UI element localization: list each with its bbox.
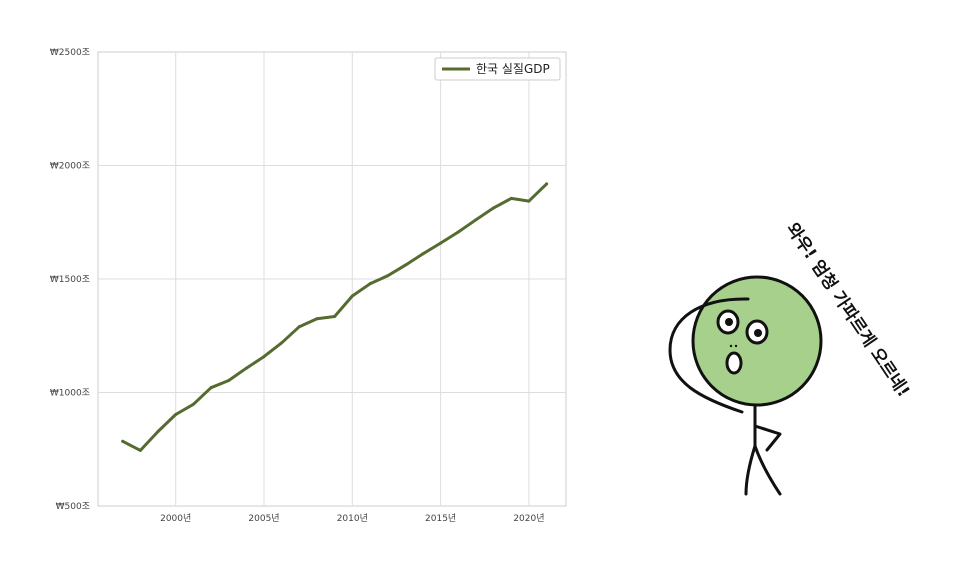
data-point [545,182,549,186]
data-point [474,218,478,222]
arm-scratching-head [668,297,750,414]
legend: 한국 실질GDP [434,57,561,81]
nostril-left [729,344,733,348]
x-tick-label: 2010년 [337,513,368,524]
data-point [439,241,443,245]
gdp-line-chart: 2000년 2005년 2010년 2015년 2020년 ₩500조 ₩1000조 ₩150… [50,48,567,524]
data-point [227,378,231,382]
nostril-right [734,344,738,348]
left-leg [744,444,757,496]
y-tick-label: ₩2000조 [50,162,90,172]
legend-box [434,57,561,81]
data-point [191,402,195,406]
tick-labels: 2000년 2005년 2010년 2015년 2020년 ₩500조 ₩1000조 ₩150… [50,48,545,524]
y-tick-label: ₩1500조 [50,275,90,285]
data-point [315,317,319,321]
x-tick-label: 2005년 [248,513,279,524]
right-pupil [754,329,762,337]
right-leg [753,444,782,496]
data-point [121,439,125,443]
other-arm [753,424,782,452]
data-point [244,366,248,370]
data-point [509,196,513,200]
stick-figure-illustration: 와우! 엄청 가파르게 오르네! [668,219,914,496]
data-point [262,355,266,359]
data-point [386,274,390,278]
data-point [297,325,301,329]
data-point [156,430,160,434]
data-point [403,263,407,267]
grid-lines [98,52,566,506]
y-tick-label: ₩2500조 [50,48,90,58]
data-point [492,206,496,210]
x-tick-label: 2015년 [425,513,456,524]
y-tick-label: ₩500조 [56,502,90,512]
open-mouth [725,351,743,375]
data-point [174,413,178,417]
data-point [350,294,354,298]
data-point [456,230,460,234]
legend-label: 한국 실질GDP [476,62,550,76]
data-point [527,199,531,203]
y-tick-label: ₩1000조 [50,389,90,399]
data-point [368,282,372,286]
data-point [333,314,337,318]
stick-figure [668,275,823,496]
data-point [280,341,284,345]
data-point [138,448,142,452]
left-pupil [725,318,733,326]
series-layer [121,182,549,452]
data-point [209,386,213,390]
data-point [421,252,425,256]
x-tick-label: 2020년 [513,513,544,524]
x-tick-label: 2000년 [160,513,191,524]
